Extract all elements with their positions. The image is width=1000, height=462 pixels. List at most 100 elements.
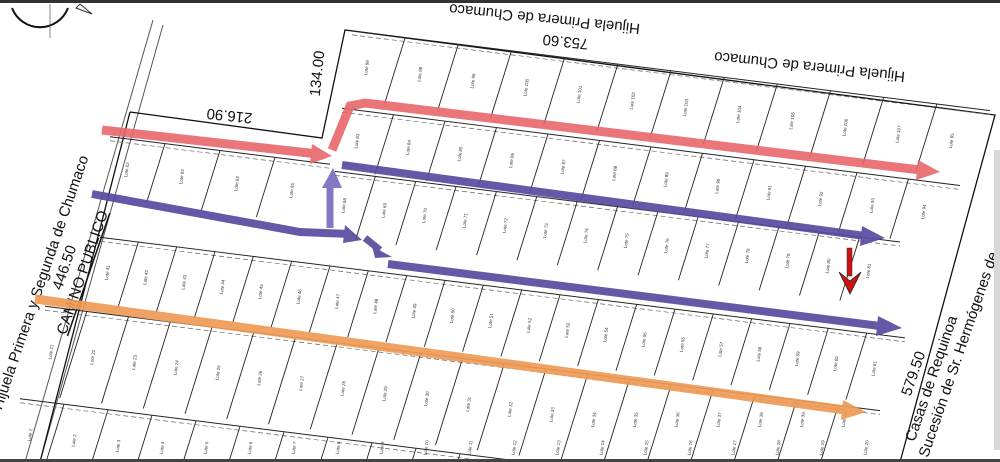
lot-label: Lote 81 [865, 263, 872, 279]
lot-label: Lote 105 [788, 111, 795, 130]
lot-divider-line [577, 299, 599, 367]
lot-label: Lote 80 [825, 258, 832, 274]
lot-label: Lote 100 [522, 78, 529, 97]
lot-label: Lote 48 [372, 298, 379, 314]
lot-divider-line [755, 83, 778, 152]
lot-grid [19, 30, 991, 462]
lot-divider-line [718, 221, 740, 286]
road-edge-line [24, 19, 154, 462]
lot-label: Lote 71 [461, 212, 468, 228]
lot-label: Lote 95 [948, 133, 955, 149]
lot-label: Lote 36 [674, 412, 681, 428]
lot-label: Lote 28 [340, 380, 347, 396]
lot-divider-line [758, 226, 780, 291]
lot-label: Lote 4 [159, 441, 166, 455]
lot-label: Lote 60 [832, 355, 839, 371]
property-boundary [39, 111, 131, 462]
lot-divider-line [255, 157, 276, 218]
lot-label: Lote 89 [662, 171, 669, 187]
scrollbar[interactable] [994, 150, 1000, 450]
lot-label: Lote 6 [247, 441, 254, 455]
lot-label: Lote 31 [465, 396, 472, 412]
lot-divider-line [476, 191, 497, 256]
north-arrow-icon [11, 3, 93, 38]
lot-label: Lote 38 [757, 412, 764, 428]
lot-divider-line [435, 186, 457, 251]
lot-label: Lote 47 [334, 293, 341, 309]
lot-label: Lote 78 [744, 248, 751, 264]
lot-label: Lote 18 [774, 440, 781, 456]
lot-divider-line [136, 415, 153, 462]
lot-label: Lote 16 [686, 440, 693, 456]
location-marker-arrow-icon [838, 247, 862, 295]
lot-divider-line [915, 103, 938, 172]
lot-label: Lote 13 [554, 440, 561, 456]
lot-divider-line [365, 442, 373, 462]
north-length-label: 753.60 [542, 31, 589, 53]
lot-label: Lote 90 [714, 178, 721, 194]
lot-divider-line [383, 37, 406, 106]
lot-label: Lote 17 [730, 440, 737, 456]
lot-label: Lote 19 [818, 440, 825, 456]
lot-label: Lote 69 [381, 202, 388, 218]
lot-label: Lote 9 [379, 441, 386, 455]
lot-divider-line [351, 347, 380, 435]
lot-divider-line [543, 57, 566, 125]
lot-label: Lote 104 [735, 105, 742, 124]
lot-label: Lote 70 [421, 207, 428, 223]
lot-label: Lote 41 [104, 264, 111, 280]
lot-label: Lote 52 [525, 317, 532, 333]
lot-label: Lote 65 [288, 182, 295, 198]
lot-label: Lote 54 [602, 327, 609, 343]
lot-divider-line [59, 311, 88, 399]
lot-label: Lote 22 [89, 349, 96, 365]
lot-label: Lote 14 [598, 440, 605, 456]
lot-divider-line [560, 373, 589, 461]
lot-divider-line [597, 206, 618, 271]
lot-divider-line [837, 172, 858, 233]
lot-label: Lote 44 [219, 279, 226, 295]
property-boundary [129, 29, 996, 462]
lot-divider-line [683, 153, 703, 214]
lot-divider-line [425, 120, 446, 181]
lot-divider-line [228, 426, 241, 462]
lot-divider-line [603, 379, 630, 462]
lot-label: Lote 2 [71, 433, 78, 447]
lot-divider-line [268, 337, 296, 425]
lot-divider-line [142, 321, 171, 409]
red-route-arrow [101, 98, 940, 180]
lot-divider-line [101, 316, 129, 404]
lot-label: Lote 101 [576, 85, 583, 104]
lot-divider-line [776, 400, 797, 462]
lot-divider-line [596, 63, 619, 132]
lot-divider-line [518, 368, 547, 456]
lot-labels: Lote 99 Lote 98 Lote 99 Lote 100 Lote 101 Lot… [27, 59, 955, 455]
lot-divider-line [799, 231, 820, 296]
lot-divider-line [395, 181, 417, 246]
lot-label: Lote 103 [682, 98, 689, 117]
lot-divider-line [274, 431, 285, 462]
lot-divider-line [677, 216, 699, 281]
lot-label: Lote 46 [295, 288, 302, 304]
lot-label: Lote 73 [542, 222, 549, 238]
lot-label: Lote 106 [841, 118, 848, 137]
lot-label: Lote 35 [632, 412, 639, 428]
lot-label: Lote 8 [335, 441, 342, 455]
lot-label: Lote 42 [142, 269, 149, 285]
lot-label: Lote 75 [623, 233, 630, 249]
lot-label: Lote 50 [449, 308, 456, 324]
lot-divider-line [319, 437, 329, 462]
lot-divider-line [145, 143, 166, 204]
lot-divider-line [200, 150, 221, 211]
lot-divider-line [556, 201, 578, 266]
lot-label: Lote 39 [799, 412, 806, 428]
lot-label: Lote 72 [502, 217, 509, 233]
lot-label: Lote 79 [784, 253, 791, 269]
lot-label: Lote 55 [640, 331, 647, 347]
lot-divider-line [462, 285, 484, 352]
lot-label: Lote 12 [510, 440, 517, 456]
lot-label: Lote 62 [123, 162, 130, 178]
lot-divider-line [786, 166, 806, 226]
road-dashed-line [109, 140, 331, 169]
